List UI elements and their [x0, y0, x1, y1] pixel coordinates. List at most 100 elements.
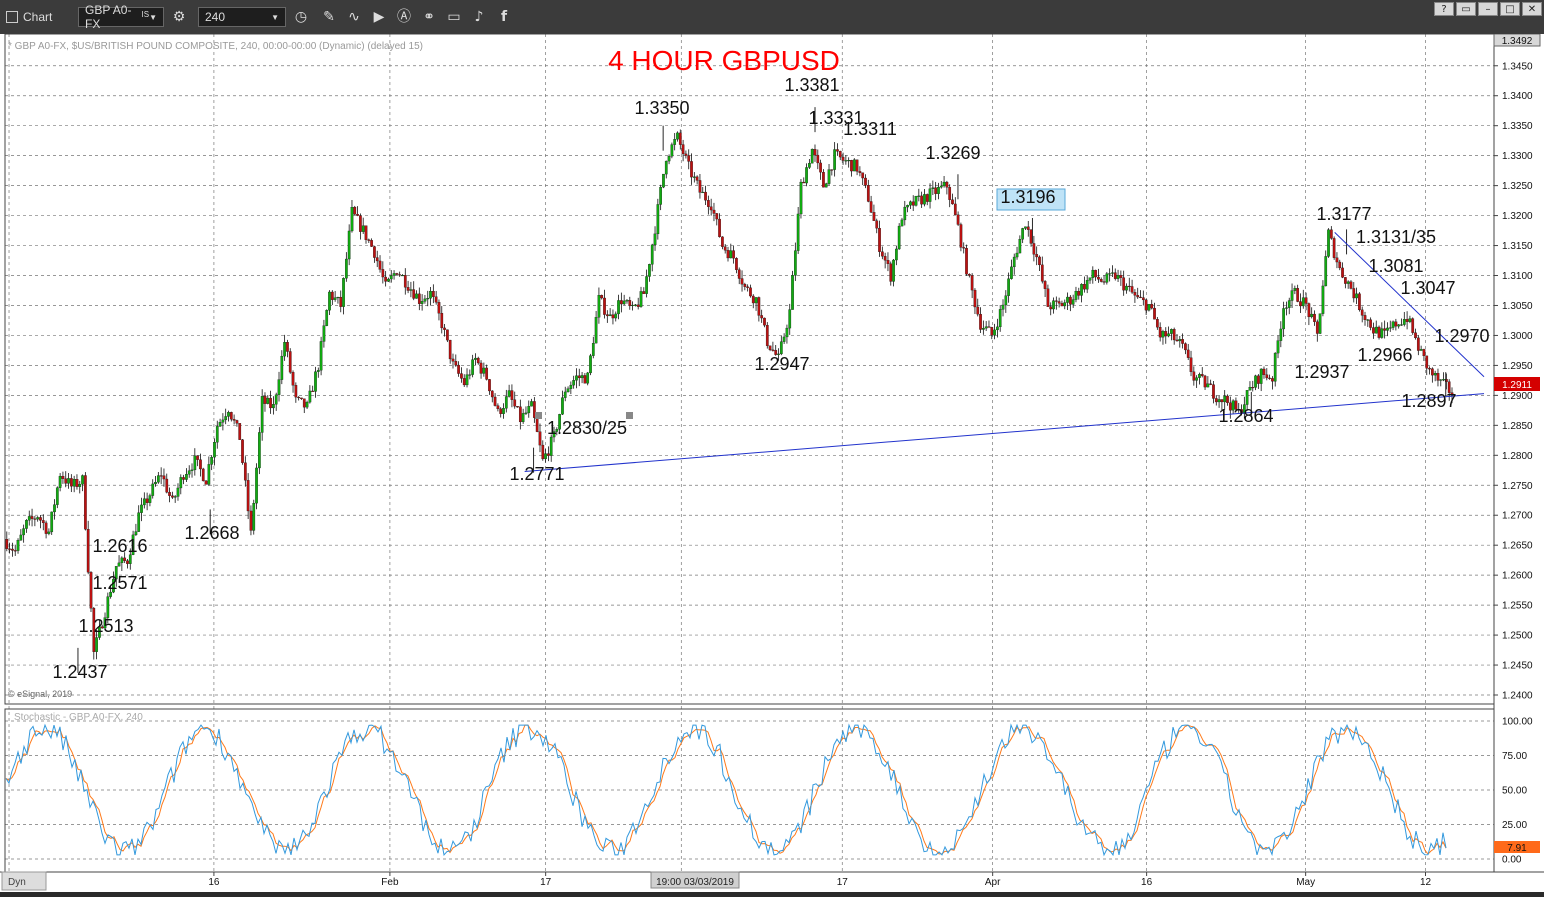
dyn-scale-label: Dyn: [8, 877, 26, 888]
candle-body: [502, 408, 505, 414]
curve-tool-icon[interactable]: ∿: [348, 9, 360, 25]
candle-body: [1195, 377, 1198, 381]
time-tick-label: 12: [1420, 877, 1432, 888]
chart-svg[interactable]: 1.3450 1.3400 1.3350 1.3300 1.3250 1.3200 1.31…: [0, 33, 1544, 892]
candle-body: [634, 304, 637, 306]
interval-input[interactable]: 240 ▼: [198, 7, 286, 27]
price-tick-label: 1.3200: [1502, 211, 1533, 222]
candle-body: [1363, 315, 1367, 320]
stochastic-label: Stochastic - GBP A0-FX, 240: [14, 712, 143, 723]
candle-body: [1108, 273, 1111, 275]
price-annotation: 1.2966: [1357, 345, 1412, 365]
help-icon[interactable]: ?: [1434, 2, 1454, 16]
candle-body: [1029, 229, 1033, 244]
candle-body: [1167, 333, 1170, 337]
candle-body: [1386, 327, 1389, 331]
candle-body: [72, 479, 76, 487]
candle-body: [78, 484, 82, 487]
candle-body: [1063, 302, 1067, 307]
candle-body: [387, 278, 390, 282]
candle-body: [409, 289, 413, 291]
candle-body: [642, 291, 646, 294]
price-annotation: 1.3047: [1400, 278, 1455, 298]
candle-body: [137, 512, 141, 532]
candle-body: [277, 379, 281, 395]
candle-body: [594, 317, 598, 344]
link-icon[interactable]: ⚭: [423, 9, 435, 25]
chevron-down-icon: ▼: [149, 12, 157, 22]
restore-icon[interactable]: ▭: [1456, 2, 1476, 16]
candle-body: [112, 578, 115, 593]
stoch-tick-label: 75.00: [1502, 751, 1527, 762]
candle-body: [373, 246, 376, 258]
candle-body: [709, 206, 713, 211]
dyn-scale-box[interactable]: [1, 871, 47, 891]
candle-body: [201, 468, 205, 482]
candle-body: [13, 550, 17, 552]
candle-body: [1175, 339, 1179, 342]
clock-icon[interactable]: ◷: [294, 9, 308, 25]
minimize-icon[interactable]: –: [1478, 2, 1498, 16]
candle-body: [1004, 295, 1008, 306]
candle-body: [1133, 292, 1137, 296]
price-annotation: 1.2970: [1434, 326, 1489, 346]
comment-icon[interactable]: ▭: [447, 9, 461, 25]
candle-body: [1015, 252, 1019, 258]
candle-body: [1170, 329, 1173, 334]
candle-body: [330, 291, 334, 300]
candle-body: [544, 453, 547, 460]
last-price-box: [1494, 377, 1540, 391]
candle-body: [597, 295, 601, 318]
level-marker: [535, 412, 542, 419]
candle-body: [462, 378, 466, 386]
price-annotation: 1.2513: [78, 616, 133, 636]
price-annotation: 1.3381: [784, 75, 839, 95]
candle-body: [69, 478, 73, 487]
candle-body: [218, 422, 222, 427]
candle-body: [524, 412, 528, 414]
close-icon[interactable]: ✕: [1522, 2, 1542, 16]
candle-body: [779, 341, 783, 355]
chart-app-title: Chart: [23, 10, 53, 24]
candle-body: [530, 401, 533, 407]
draw-pencil-icon[interactable]: ✎: [323, 9, 335, 25]
candle-body: [507, 390, 511, 397]
candle-body: [1192, 371, 1196, 381]
candle-body: [280, 355, 284, 380]
price-annotation: 1.2668: [184, 523, 239, 543]
candle-body: [100, 626, 104, 629]
maximize-icon[interactable]: □: [1500, 2, 1520, 16]
price-tick-label: 1.2800: [1502, 451, 1533, 462]
candle-body: [215, 426, 219, 443]
candle-body: [844, 160, 848, 162]
alert-icon[interactable]: Ⓐ: [397, 9, 411, 25]
candle-body: [406, 287, 410, 291]
candle-body: [1380, 328, 1384, 338]
chart-area[interactable]: 1.3450 1.3400 1.3350 1.3300 1.3250 1.3200 1.31…: [0, 33, 1544, 892]
candle-body: [381, 269, 385, 278]
twitter-icon[interactable]: ♪: [474, 9, 484, 25]
chart-app-label[interactable]: Chart: [6, 7, 52, 27]
price-tick-label: 1.3250: [1502, 181, 1533, 192]
play-icon[interactable]: ▶: [373, 9, 385, 25]
candle-body: [917, 195, 921, 197]
candle-body: [987, 326, 991, 328]
candle-body: [423, 298, 427, 302]
last-price-label: 1.2911: [1502, 380, 1532, 391]
candle-body: [1282, 308, 1285, 330]
candle-body: [75, 479, 79, 487]
candle-body: [415, 293, 418, 299]
candle-body: [336, 296, 340, 299]
candle-body: [636, 304, 640, 307]
candle-body: [1360, 309, 1364, 316]
settings-icon[interactable]: ⚙: [172, 9, 186, 25]
symbol-input[interactable]: GBP A0-FX IS ▼: [78, 3, 164, 31]
candle-body: [962, 247, 966, 249]
stochastic-k-line: [5, 723, 1447, 857]
candle-body: [970, 275, 974, 291]
time-tick-label: 17: [837, 877, 849, 888]
candle-body: [1153, 307, 1156, 320]
facebook-icon[interactable]: f: [500, 9, 508, 25]
candle-body: [768, 345, 772, 351]
candle-body: [1414, 332, 1417, 339]
